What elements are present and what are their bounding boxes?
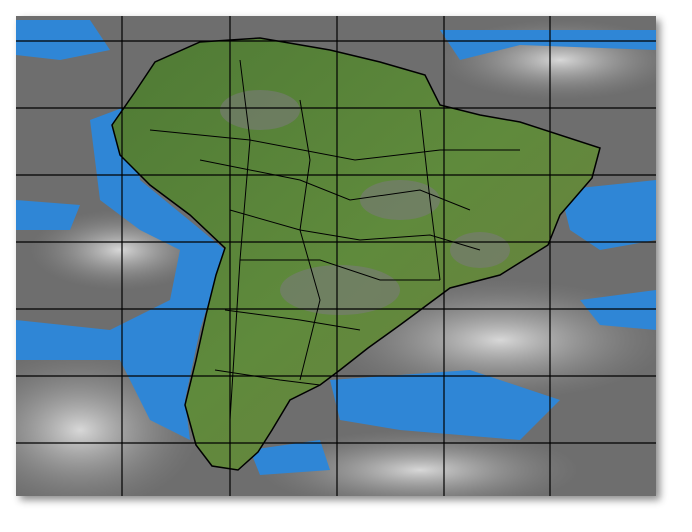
cloud	[260, 430, 580, 496]
border	[240, 259, 440, 281]
border	[199, 159, 471, 211]
borders	[149, 59, 520, 421]
ocean-clear-sky	[16, 20, 656, 475]
ocean-patch	[16, 20, 110, 60]
cloud	[280, 265, 400, 315]
border	[229, 209, 481, 251]
cloud	[220, 90, 300, 130]
ocean-patch	[440, 30, 656, 60]
ocean-patch	[16, 200, 80, 230]
ocean-patch	[580, 290, 656, 330]
ocean-patch	[250, 440, 330, 475]
ocean-patch	[560, 180, 656, 250]
border	[299, 99, 321, 381]
border	[214, 369, 321, 386]
ocean-patch	[330, 370, 560, 440]
border	[229, 59, 251, 421]
border	[149, 129, 520, 161]
border	[224, 309, 361, 331]
border	[419, 109, 441, 281]
ocean-patch	[16, 105, 225, 440]
graticule	[16, 16, 656, 496]
map-layers	[16, 16, 656, 496]
